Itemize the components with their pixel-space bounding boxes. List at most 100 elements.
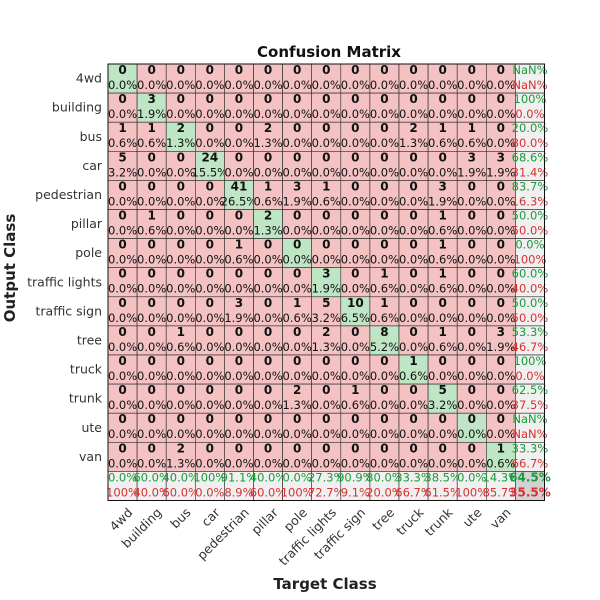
cell-percent: 0.0% [312,369,341,383]
cell-count: 0 [468,325,476,339]
cell-count: 0 [438,354,446,368]
cell-count: 0 [118,63,126,77]
matrix-cell [398,296,429,327]
col-summary-cell [456,471,487,501]
cell-percent: 0.0% [399,398,428,412]
cell-percent: 0.0% [166,78,195,92]
matrix-cell [224,238,254,269]
cell-percent: 0.6% [253,194,282,208]
cell-percent: 1.3% [253,224,282,238]
cell-count: 0 [118,412,126,426]
cell-count: 2 [264,121,272,135]
cell-count: 0 [264,441,272,455]
y-tick-label: car [82,158,103,173]
col-recall: 0.0% [283,470,312,484]
col-error: 85.7% [483,485,520,499]
matrix-cell [485,267,516,298]
y-tick-label: truck [70,362,103,377]
cell-count: 0 [438,412,446,426]
col-summary-cell [165,471,196,501]
matrix-cell [369,383,400,414]
cell-percent: 0.0% [253,456,282,470]
cell-count: 0 [206,354,214,368]
col-summary-cell [224,471,254,501]
matrix-cell [282,296,313,327]
cell-percent: 0.0% [457,398,486,412]
row-precision: 100% [514,92,547,106]
matrix-cell [136,151,167,181]
matrix-cell [340,92,371,123]
matrix-cell [398,267,429,298]
col-recall: 40.0% [162,470,199,484]
cell-count: 0 [118,325,126,339]
cell-percent: 0.0% [195,369,224,383]
cell-percent: 1.9% [457,165,486,179]
cell-count: 0 [497,267,505,281]
cell-count: 1 [147,121,155,135]
cell-count: 0 [206,383,214,397]
cell-percent: 0.0% [399,165,428,179]
cell-count: 0 [206,63,214,77]
y-tick-label: 4wd [76,71,102,86]
cell-percent: 0.0% [486,224,515,238]
cell-count: 0 [322,92,330,106]
cell-count: 0 [409,92,417,106]
cell-count: 0 [206,121,214,135]
cell-percent: 0.0% [457,107,486,121]
cell-count: 0 [235,267,243,281]
cell-percent: 0.0% [195,78,224,92]
cell-count: 0 [351,238,359,252]
row-error: 0.0% [515,369,544,383]
col-summary-cell [195,471,225,501]
cell-count: 0 [177,179,185,193]
matrix-cell [456,238,487,269]
cell-count: 41 [231,179,248,193]
matrix-cell [485,441,516,472]
cell-percent: 0.0% [428,456,457,470]
cell-percent: 1.3% [166,136,195,150]
cell-count: 5 [118,150,126,164]
cell-count: 0 [147,267,155,281]
cell-percent: 0.0% [195,253,224,267]
cell-percent: 0.0% [137,340,166,354]
cell-percent: 0.0% [166,194,195,208]
cell-percent: 0.0% [137,427,166,441]
matrix-cell [136,354,167,385]
cell-percent: 0.0% [312,107,341,121]
cell-count: 0 [235,92,243,106]
cell-percent: 0.0% [457,369,486,383]
row-precision: 60.0% [512,267,549,281]
cell-count: 0 [380,150,388,164]
cell-percent: 0.0% [224,398,253,412]
matrix-cell [485,121,516,152]
cell-percent: 0.0% [283,136,312,150]
cell-count: 1 [147,209,155,223]
cell-count: 0 [235,325,243,339]
cell-count: 0 [497,92,505,106]
cell-percent: 0.0% [341,340,370,354]
matrix-cell [427,180,458,210]
cell-percent: 0.0% [341,282,370,296]
col-recall: 14.3% [483,470,520,484]
cell-count: 0 [118,209,126,223]
matrix-cell [427,63,458,94]
cell-count: 3 [497,325,505,339]
cell-percent: 0.0% [137,369,166,383]
cell-percent: 0.0% [341,369,370,383]
cell-percent: 1.9% [486,165,515,179]
matrix-cell [253,151,283,181]
cell-percent: 0.0% [370,427,399,441]
matrix-cell [369,238,400,269]
matrix-cell [398,151,429,181]
cell-count: 3 [468,150,476,164]
cell-percent: 0.6% [137,224,166,238]
y-tick-label: building [52,100,102,115]
cell-percent: 1.9% [312,282,341,296]
matrix-cells: 00.0%00.0%00.0%00.0%00.0%00.0%00.0%00.0%… [106,63,551,501]
cell-count: 0 [264,383,272,397]
matrix-cell [253,441,283,472]
cell-count: 1 [177,325,185,339]
matrix-cell [369,441,400,472]
cell-percent: 1.9% [224,311,253,325]
cell-count: 1 [380,296,388,310]
